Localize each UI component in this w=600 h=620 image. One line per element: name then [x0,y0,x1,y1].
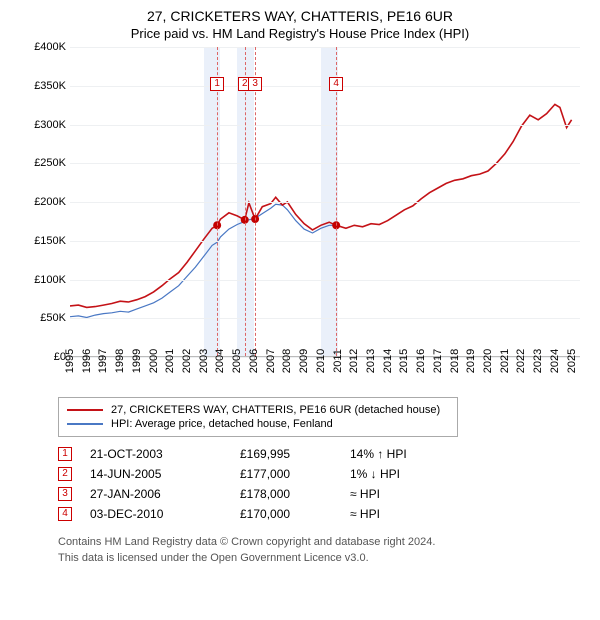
y-tick-label: £100K [34,274,66,286]
sale-index-box: 1 [58,447,72,461]
attribution-line-1: Contains HM Land Registry data © Crown c… [58,535,578,551]
sale-price: £177,000 [240,467,350,481]
y-gridline [70,202,580,203]
x-tick-label: 2008 [281,349,293,373]
x-tick-label: 2007 [265,349,277,373]
sale-marker-box: 1 [210,77,224,91]
legend-swatch [67,409,103,411]
x-tick-label: 2018 [449,349,461,373]
attribution-text: Contains HM Land Registry data © Crown c… [58,535,578,567]
sale-vs-hpi: ≈ HPI [350,487,460,501]
y-tick-label: £350K [34,80,66,92]
sale-index-box: 4 [58,507,72,521]
x-tick-label: 2013 [365,349,377,373]
x-tick-label: 1998 [114,349,126,373]
sale-marker-box: 4 [329,77,343,91]
sale-vs-hpi: ≈ HPI [350,507,460,521]
x-tick-label: 2020 [482,349,494,373]
y-tick-label: £300K [34,119,66,131]
y-gridline [70,241,580,242]
chart-subtitle: Price paid vs. HM Land Registry's House … [10,26,590,41]
sales-row: 1 21-OCT-2003£169,99514% ↑ HPI [58,447,590,461]
x-tick-label: 2017 [432,349,444,373]
x-tick-label: 2015 [398,349,410,373]
sales-row: 4 03-DEC-2010£170,000≈ HPI [58,507,590,521]
sales-row: 3 27-JAN-2006£178,000≈ HPI [58,487,590,501]
legend-item: 27, CRICKETERS WAY, CHATTERIS, PE16 6UR … [67,404,449,416]
x-tick-label: 1996 [81,349,93,373]
sale-date: 27-JAN-2006 [90,487,240,501]
x-tick-label: 2009 [298,349,310,373]
y-gridline [70,280,580,281]
sales-row: 2 14-JUN-2005£177,0001% ↓ HPI [58,467,590,481]
x-tick-label: 2005 [231,349,243,373]
sale-vline [245,47,246,356]
series-hpi [70,204,336,317]
x-tick-label: 1995 [64,349,76,373]
x-tick-label: 2006 [248,349,260,373]
x-tick-label: 2021 [499,349,511,373]
y-tick-label: £200K [34,196,66,208]
y-tick-label: £250K [34,157,66,169]
x-tick-label: 2000 [148,349,160,373]
legend-label: 27, CRICKETERS WAY, CHATTERIS, PE16 6UR … [111,404,440,416]
sale-price: £170,000 [240,507,350,521]
x-tick-label: 2022 [515,349,527,373]
x-tick-label: 2025 [566,349,578,373]
sale-date: 03-DEC-2010 [90,507,240,521]
sale-vs-hpi: 14% ↑ HPI [350,447,460,461]
sale-vline [255,47,256,356]
series-price_paid [70,104,572,307]
x-tick-label: 2001 [164,349,176,373]
x-tick-label: 2016 [415,349,427,373]
legend-box: 27, CRICKETERS WAY, CHATTERIS, PE16 6UR … [58,397,458,437]
y-tick-label: £150K [34,235,66,247]
x-tick-label: 2023 [532,349,544,373]
sale-date: 14-JUN-2005 [90,467,240,481]
y-gridline [70,318,580,319]
x-tick-label: 2024 [549,349,561,373]
x-tick-label: 1997 [97,349,109,373]
x-tick-label: 2012 [348,349,360,373]
legend-label: HPI: Average price, detached house, Fenl… [111,418,333,430]
legend-item: HPI: Average price, detached house, Fenl… [67,418,449,430]
attribution-line-2: This data is licensed under the Open Gov… [58,551,578,567]
x-tick-label: 2010 [315,349,327,373]
sale-index-box: 3 [58,487,72,501]
sales-table: 1 21-OCT-2003£169,99514% ↑ HPI 2 14-JUN-200… [58,447,590,521]
x-tick-label: 2003 [198,349,210,373]
x-tick-label: 2019 [465,349,477,373]
x-tick-label: 2014 [382,349,394,373]
legend-swatch [67,423,103,425]
sale-vline [217,47,218,356]
y-tick-label: £50K [40,312,66,324]
plot-region: 1234 [70,47,580,357]
y-gridline [70,86,580,87]
chart-area: 1234 £0£50K£100K£150K£200K£250K£300K£350… [20,47,580,387]
y-gridline [70,125,580,126]
sale-price: £178,000 [240,487,350,501]
x-tick-label: 2002 [181,349,193,373]
x-tick-label: 2004 [214,349,226,373]
x-tick-label: 2011 [332,349,344,373]
title-block: 27, CRICKETERS WAY, CHATTERIS, PE16 6UR … [10,8,590,41]
sale-vs-hpi: 1% ↓ HPI [350,467,460,481]
y-gridline [70,163,580,164]
sale-marker-box: 3 [248,77,262,91]
sale-vline [336,47,337,356]
chart-title-address: 27, CRICKETERS WAY, CHATTERIS, PE16 6UR [10,8,590,24]
sale-index-box: 2 [58,467,72,481]
y-gridline [70,47,580,48]
y-tick-label: £400K [34,41,66,53]
sale-date: 21-OCT-2003 [90,447,240,461]
sale-price: £169,995 [240,447,350,461]
x-tick-label: 1999 [131,349,143,373]
